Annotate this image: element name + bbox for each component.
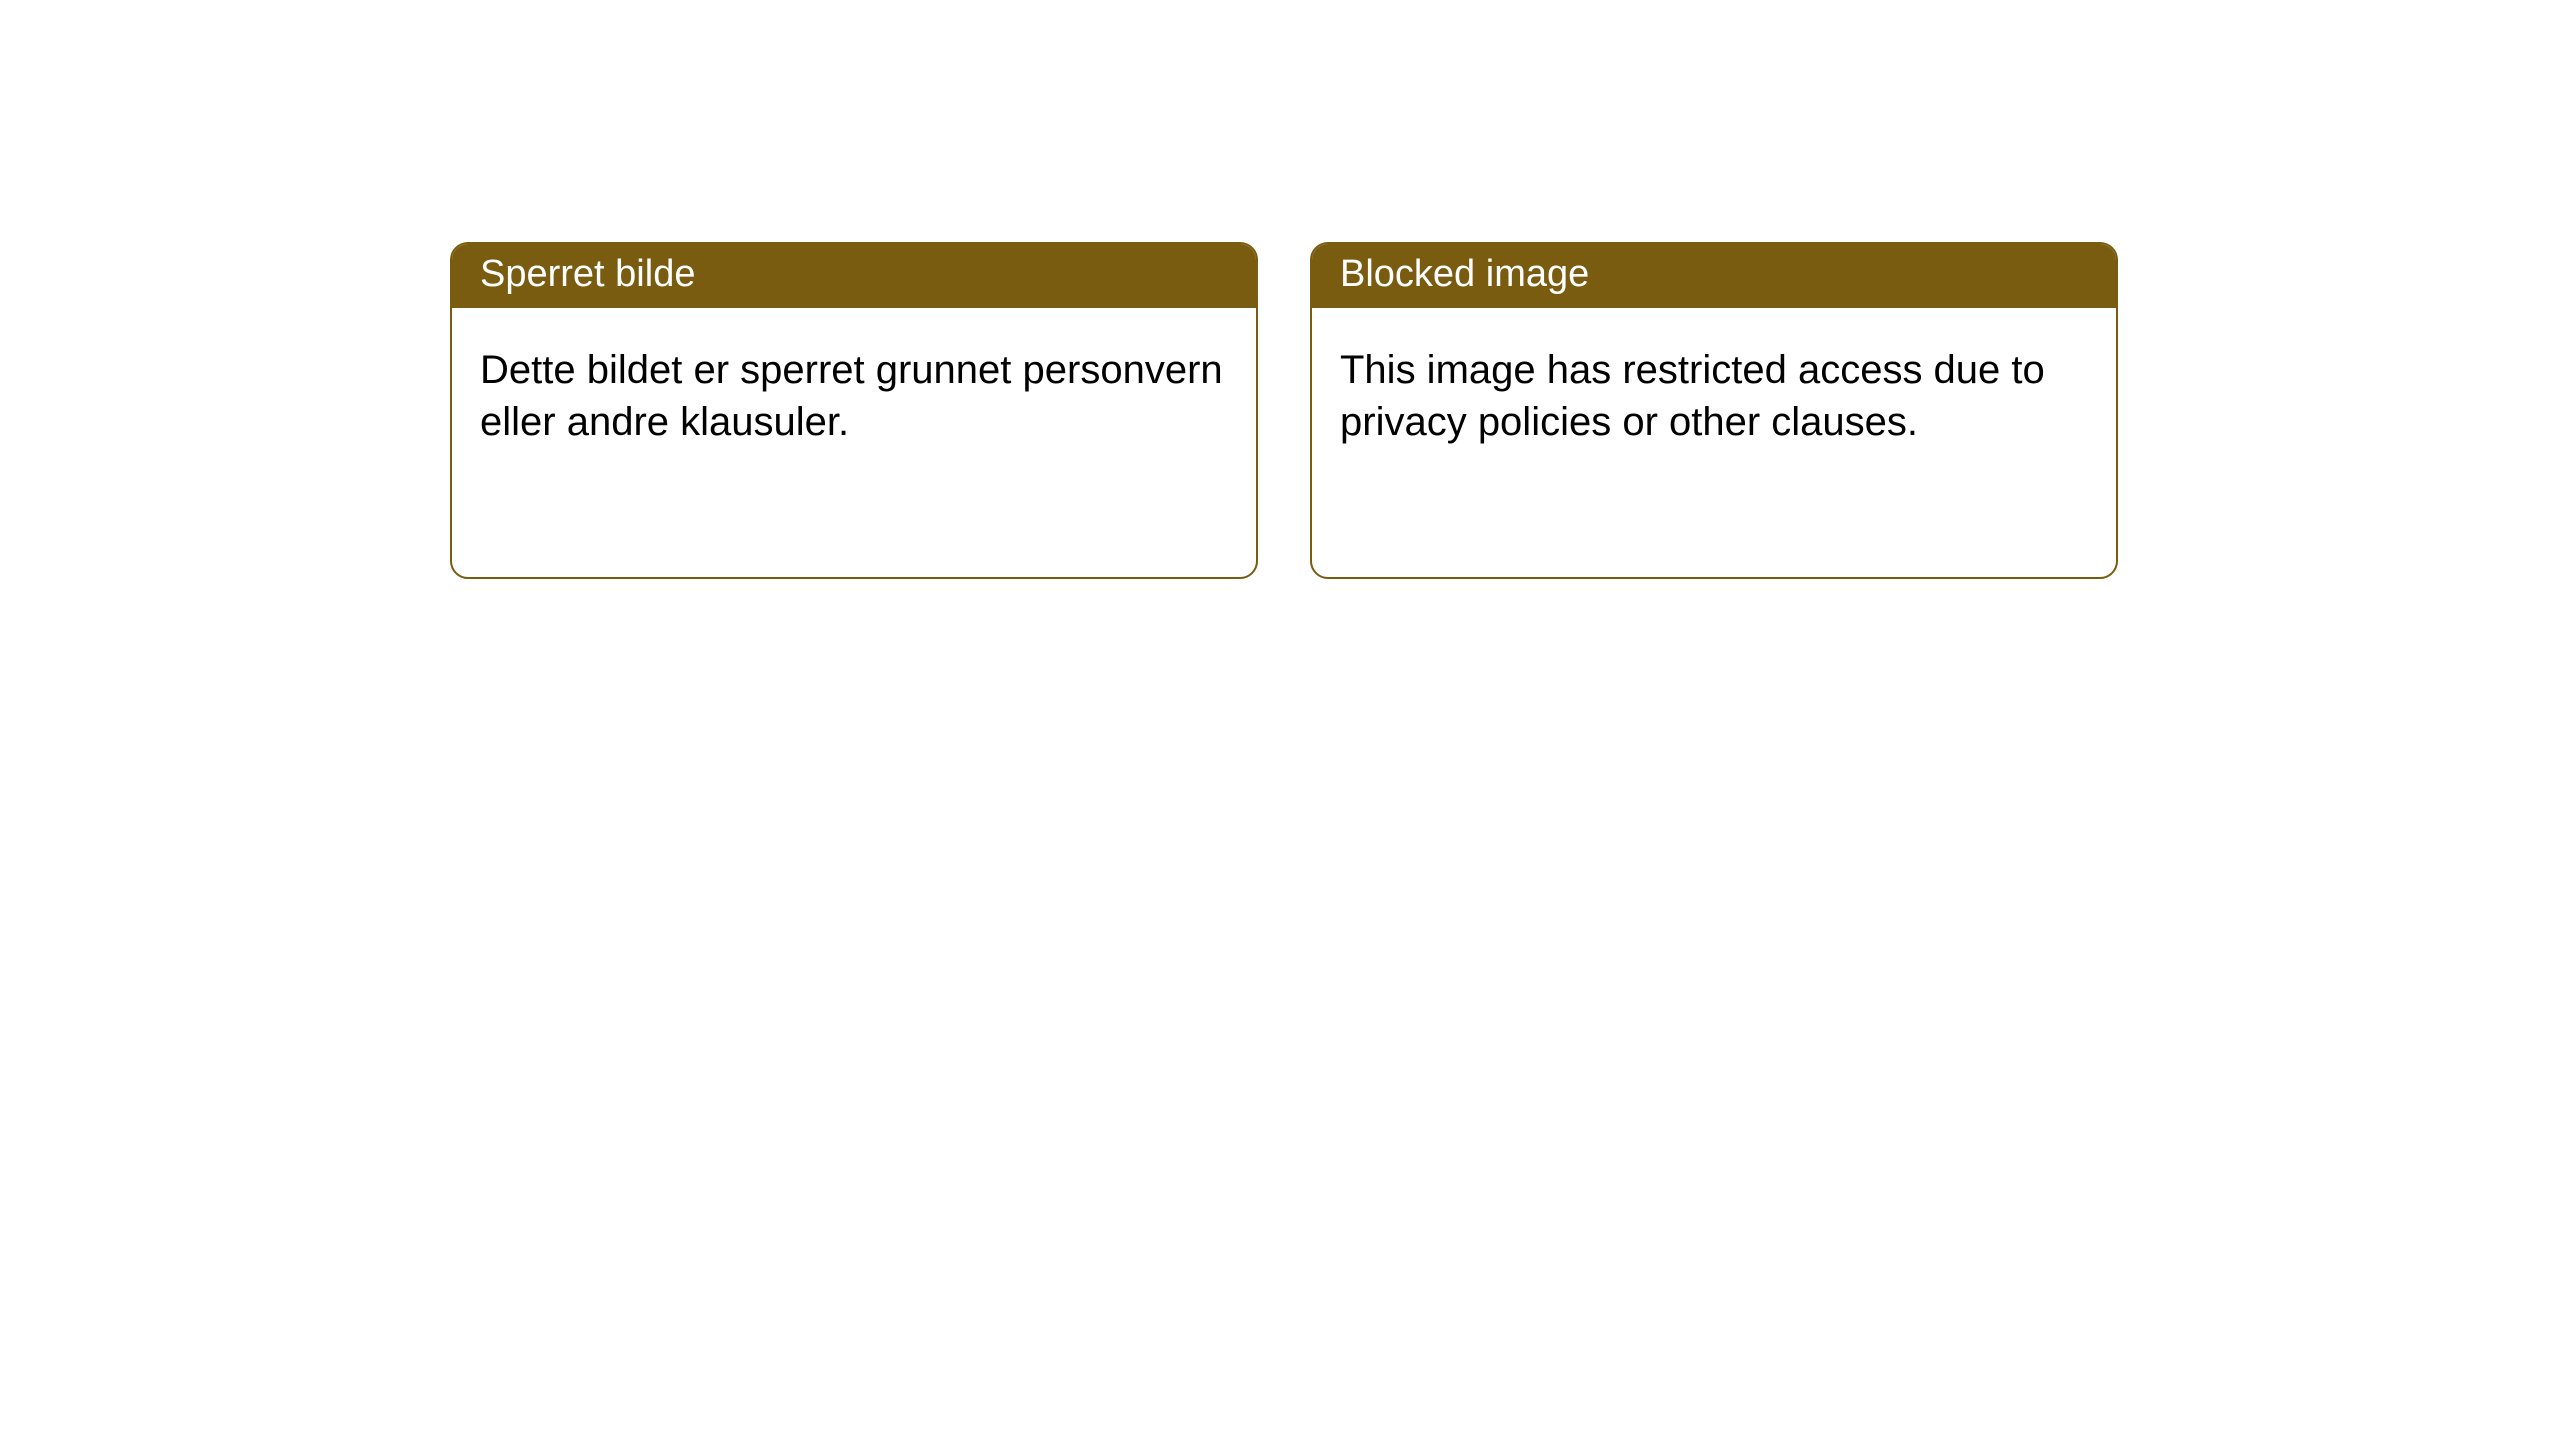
notice-title-english: Blocked image <box>1312 244 2116 308</box>
notice-container: Sperret bilde Dette bildet er sperret gr… <box>0 0 2560 579</box>
notice-body-norwegian: Dette bildet er sperret grunnet personve… <box>452 308 1256 476</box>
notice-card-english: Blocked image This image has restricted … <box>1310 242 2118 579</box>
notice-body-english: This image has restricted access due to … <box>1312 308 2116 476</box>
notice-card-norwegian: Sperret bilde Dette bildet er sperret gr… <box>450 242 1258 579</box>
notice-title-norwegian: Sperret bilde <box>452 244 1256 308</box>
